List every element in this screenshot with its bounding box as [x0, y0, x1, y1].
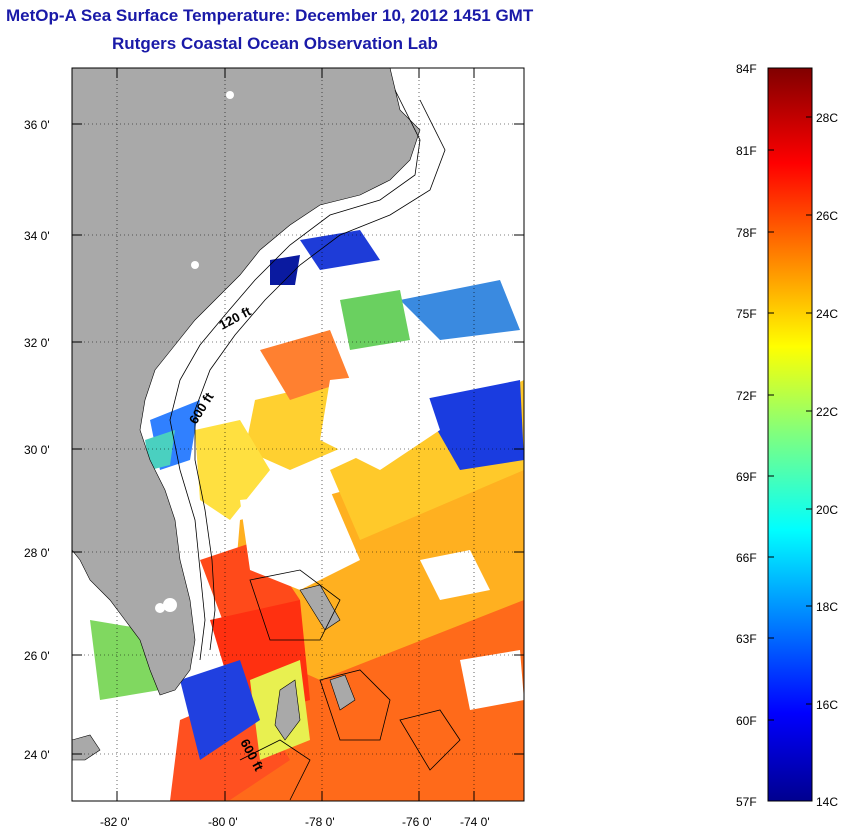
colorbar-c-label: 16C — [816, 698, 838, 712]
colorbar-c-label: 22C — [816, 405, 838, 419]
colorbar-f-label: 84F — [736, 62, 757, 76]
colorbar-gradient — [767, 67, 813, 802]
colorbar-f-label: 69F — [736, 470, 757, 484]
grid-lines — [72, 68, 524, 801]
lat-label: 30 0' — [24, 443, 50, 457]
colorbar-f-label: 81F — [736, 144, 757, 158]
colorbar: 84F 81F 78F 75F 72F 69F 66F 63F 60F 57F … — [736, 62, 838, 809]
lat-label: 34 0' — [24, 229, 50, 243]
frame-ticks — [72, 68, 524, 801]
colorbar-f-label: 57F — [736, 795, 757, 809]
map-plot-area — [72, 68, 524, 801]
colorbar-c-label: 18C — [816, 600, 838, 614]
lon-label: -82 0' — [100, 815, 130, 829]
map-subtitle: Rutgers Coastal Ocean Observation Lab — [112, 34, 438, 53]
colorbar-c-label: 26C — [816, 209, 838, 223]
map-title: MetOp-A Sea Surface Temperature: Decembe… — [6, 6, 534, 25]
colorbar-c-label: 24C — [816, 307, 838, 321]
colorbar-f-label: 75F — [736, 307, 757, 321]
lat-label: 28 0' — [24, 546, 50, 560]
lake-features — [155, 91, 234, 613]
lat-label: 24 0' — [24, 748, 50, 762]
colorbar-c-label: 14C — [816, 795, 838, 809]
colorbar-f-label: 60F — [736, 714, 757, 728]
map-frame — [71, 67, 525, 802]
lon-label: -76 0' — [402, 815, 432, 829]
lat-label: 26 0' — [24, 649, 50, 663]
colorbar-f-label: 78F — [736, 226, 757, 240]
cloud-mask — [240, 370, 524, 710]
lon-label: -80 0' — [208, 815, 238, 829]
depth-contours — [169, 89, 461, 801]
colorbar-f-label: 72F — [736, 389, 757, 403]
colorbar-c-label: 20C — [816, 503, 838, 517]
colorbar-f-label: 66F — [736, 551, 757, 565]
colorbar-c-label: 28C — [816, 111, 838, 125]
lat-label: 36 0' — [24, 118, 50, 132]
colorbar-f-label: 63F — [736, 632, 757, 646]
colorbar-ticks — [768, 116, 812, 721]
lon-label: -74 0' — [460, 815, 490, 829]
lat-label: 32 0' — [24, 336, 50, 350]
lon-label: -78 0' — [305, 815, 335, 829]
